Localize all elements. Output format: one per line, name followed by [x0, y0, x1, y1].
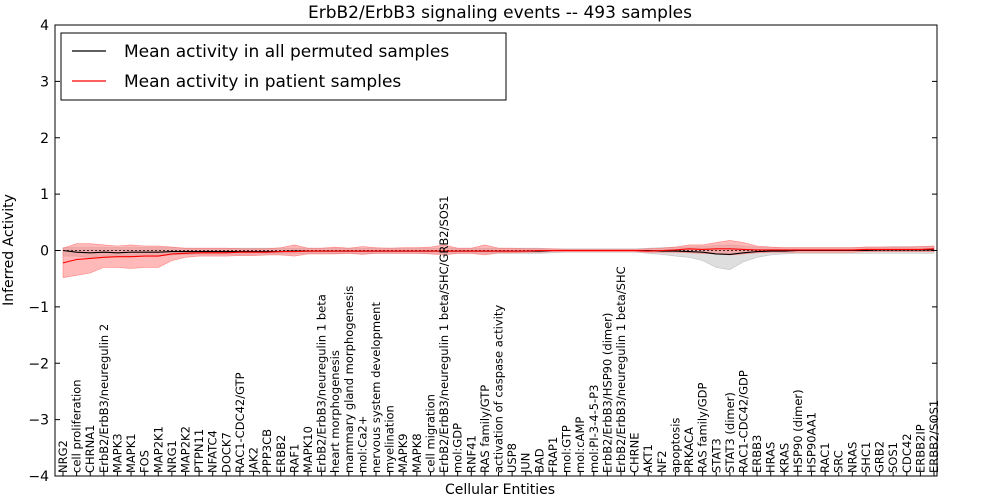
x-tick-label: cell proliferation: [70, 379, 84, 473]
x-tick-label: ErbB2/ErbB3/neuregulin 2: [97, 324, 111, 473]
x-tick-label: HSP90AA1: [805, 412, 819, 473]
line-patient: [62, 248, 935, 264]
x-tick-label: NFATC4: [206, 430, 220, 473]
x-tick-label: JUN: [519, 453, 533, 474]
x-tick-label: CHRNA1: [83, 425, 97, 473]
x-tick-label: USP8: [505, 443, 519, 473]
x-tick-label: SRC: [832, 450, 846, 473]
legend-label-patient: Mean activity in patient samples: [124, 72, 401, 92]
x-tick-label: RAC1: [818, 442, 832, 473]
y-tick-label: −1: [28, 300, 49, 316]
x-axis-label: Cellular Entities: [445, 482, 555, 498]
band-patient: [62, 240, 935, 278]
x-tick-label: CDC42: [900, 433, 914, 473]
x-tick-label: JAK2: [247, 447, 261, 474]
x-tick-label: AKT1: [641, 444, 655, 473]
x-tick-label: RAC1-CDC42/GDP: [736, 370, 750, 473]
x-tick-label: BAD: [532, 448, 546, 473]
x-tick-label: NRG2: [56, 440, 70, 473]
legend: Mean activity in all permuted samples Me…: [60, 32, 507, 101]
x-tick-label: heart morphogenesis: [328, 350, 342, 473]
x-tick-label: ErbB2/ErbB3/neuregulin 1 beta/SHC/GRB2/S…: [437, 196, 451, 473]
x-tick-label: mol:PI-3-4-5-P3: [587, 385, 601, 473]
x-tick-label: MAPK9: [396, 433, 410, 473]
x-tick-label: myelination: [383, 405, 397, 473]
x-tick-label: ERBB2/SOS1: [927, 400, 941, 473]
x-tick-label: mol:cAMP: [573, 417, 587, 473]
y-axis-label: Inferred Activity: [1, 194, 17, 306]
x-tick-label: MAP2K2: [178, 426, 192, 473]
x-tick-label: SHC1: [859, 442, 873, 473]
x-tick-label: ERBB2: [274, 435, 288, 473]
x-tick-label: SOS1: [886, 442, 900, 473]
x-tick-label: cell migration: [423, 394, 437, 473]
x-tick-label: ErbB2/ErbB3/neuregulin 1 beta/SHC: [614, 266, 628, 473]
x-tick-label: NRAS: [845, 442, 859, 473]
x-tick-label: RAC1-CDC42/GTP: [233, 372, 247, 473]
x-tick-label: ERBB2IP: [913, 424, 927, 473]
x-tick-label: MAPK10: [301, 426, 315, 473]
x-tick-label: NRG1: [165, 440, 179, 473]
y-tick-label: 2: [40, 131, 49, 147]
x-tick-label: mammary gland morphogenesis: [342, 286, 356, 473]
x-tick-label: FOS: [138, 450, 152, 473]
x-tick-label: mol:GDP: [451, 423, 465, 473]
x-tick-label: RNF41: [464, 435, 478, 473]
x-tick-label: STAT3 (dimer): [723, 392, 737, 473]
y-tick-label: −4: [28, 469, 49, 485]
y-axis: −4 −3 −2 −1 0 1 2 3 4: [28, 18, 937, 485]
x-tick-label: HSP90 (dimer): [791, 389, 805, 473]
x-tick-label: RAS family/GDP: [696, 383, 710, 473]
x-tick-label: DOCK7: [219, 432, 233, 473]
x-tick-label: MAPK8: [410, 433, 424, 473]
y-tick-label: 0: [40, 244, 49, 260]
x-axis: NRG2 cell proliferation CHRNA1 ErbB2/ErbB3/…: [56, 196, 941, 476]
x-tick-label: MAPK1: [124, 433, 138, 473]
x-tick-label: nervous system development: [369, 302, 383, 473]
x-tick-label: STAT3: [709, 438, 723, 473]
x-tick-label: MAPK3: [110, 433, 124, 473]
legend-label-permuted: Mean activity in all permuted samples: [124, 42, 449, 62]
x-tick-label: MAP2K1: [151, 426, 165, 473]
legend-box: [60, 32, 507, 101]
y-tick-label: 4: [40, 18, 49, 34]
x-tick-label: PPP3CB: [260, 429, 274, 473]
y-tick-label: 1: [40, 187, 49, 203]
x-tick-label: PTPN11: [192, 429, 206, 473]
x-tick-label: RAF1: [287, 444, 301, 473]
x-tick-label: ErbB2/ErbB3/neuregulin 1 beta: [315, 294, 329, 473]
x-tick-label: ERBB3: [750, 435, 764, 473]
x-tick-label: activation of caspase activity: [492, 305, 506, 473]
x-tick-label: NF2: [655, 450, 669, 473]
x-tick-label: mol:Ca2+: [355, 416, 369, 473]
x-tick-label: PRKACA: [682, 427, 696, 473]
x-tick-label: apoptosis: [668, 418, 682, 473]
chart-title: ErbB2/ErbB3 signaling events -- 493 samp…: [308, 3, 692, 23]
x-tick-label: HRAS: [764, 442, 778, 473]
confidence-bands: [62, 240, 935, 278]
x-tick-label: KRAS: [777, 443, 791, 473]
x-tick-label: ErbB2/ErbB3/HSP90 (dimer): [600, 313, 614, 473]
x-tick-label: FRAP1: [546, 437, 560, 473]
x-tick-label: RAS family/GTP: [478, 385, 492, 473]
series-lines: [62, 248, 935, 264]
x-tick-label: CHRNE: [628, 432, 642, 473]
y-tick-label: −3: [28, 413, 49, 429]
y-tick-label: −2: [28, 356, 49, 372]
x-tick-label: mol:GTP: [560, 425, 574, 473]
x-tick-label: GRB2: [873, 441, 887, 473]
y-tick-label: 3: [40, 74, 49, 90]
